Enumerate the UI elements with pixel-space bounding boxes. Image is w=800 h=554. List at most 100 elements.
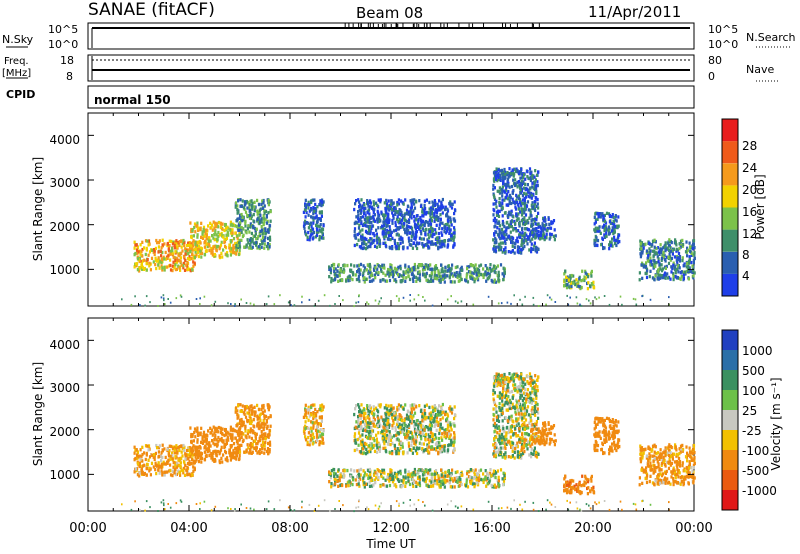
power-cell <box>489 266 492 271</box>
power-cell <box>497 214 501 218</box>
velocity-cell <box>205 442 208 446</box>
power-cell <box>380 268 383 272</box>
power-cell <box>515 239 518 243</box>
power-cell <box>672 277 675 282</box>
velocity-cell <box>215 442 218 446</box>
velocity-cell <box>169 454 172 458</box>
power-cell <box>533 180 536 184</box>
power-cell <box>393 206 396 210</box>
velocity-cell <box>251 409 254 413</box>
power-cell <box>364 206 367 210</box>
power-cell <box>543 223 546 228</box>
power-cell <box>171 248 174 253</box>
power-cell <box>609 240 612 244</box>
velocity-cell <box>221 432 224 436</box>
power-cell <box>528 176 531 181</box>
velocity-cell <box>258 413 261 417</box>
velocity-cell <box>194 455 197 459</box>
velocity-cell <box>255 445 258 450</box>
power-cell <box>519 248 523 252</box>
power-cell <box>675 258 678 262</box>
velocity-cell <box>314 421 317 425</box>
power-cell <box>509 220 512 224</box>
power-cell <box>245 302 248 304</box>
power-cell <box>378 300 381 303</box>
power-cell <box>390 199 393 203</box>
power-cell <box>336 269 339 273</box>
power-cell <box>389 271 392 276</box>
velocity-cell <box>394 475 397 479</box>
power-cell <box>389 268 392 272</box>
power-cell <box>416 277 419 281</box>
power-cell <box>363 203 366 207</box>
velocity-cell <box>238 443 241 448</box>
velocity-cell <box>236 439 239 443</box>
power-cell <box>302 210 305 214</box>
power-cell <box>492 238 495 242</box>
power-cell <box>417 219 420 223</box>
power-cell <box>538 237 542 241</box>
power-cell <box>166 242 169 246</box>
velocity-cell <box>311 442 314 446</box>
power-cell <box>204 239 207 243</box>
velocity-cell <box>206 449 209 453</box>
velocity-cell <box>341 483 344 488</box>
power-cell <box>187 243 191 247</box>
velocity-cell <box>443 481 446 485</box>
power-cell <box>594 220 597 224</box>
power-cell <box>498 242 501 246</box>
power-cell <box>460 277 463 282</box>
power-cell <box>653 278 656 282</box>
power-cell <box>400 236 403 240</box>
power-cell <box>424 232 427 236</box>
power-cell <box>542 224 545 228</box>
velocity-cell <box>316 422 319 426</box>
power-cell <box>405 212 408 216</box>
power-cell <box>418 272 421 276</box>
power-cell <box>536 180 539 184</box>
power-cell <box>510 250 513 254</box>
power-cell <box>592 285 595 289</box>
power-cbar-segment <box>722 229 738 252</box>
velocity-cell <box>415 480 418 484</box>
velocity-cell <box>141 470 144 474</box>
power-cell <box>519 189 522 193</box>
power-cell <box>595 236 598 240</box>
power-cell <box>384 279 387 283</box>
power-cell <box>391 275 395 279</box>
power-cell <box>121 298 123 301</box>
power-cell <box>420 237 423 241</box>
power-cell <box>134 243 137 247</box>
velocity-cell <box>236 423 239 427</box>
power-cell <box>534 185 538 189</box>
velocity-cell <box>171 453 174 458</box>
velocity-cell <box>261 404 264 408</box>
power-cell <box>336 274 339 278</box>
power-cell <box>513 167 516 171</box>
velocity-cell <box>336 474 339 478</box>
noise-left-top: 10^5 <box>48 23 78 36</box>
power-cell <box>653 262 656 266</box>
power-cell <box>230 251 233 255</box>
power-cell <box>141 247 144 252</box>
velocity-cell <box>221 440 225 444</box>
power-cell <box>215 237 218 241</box>
power-cell <box>409 199 412 203</box>
power-cell <box>377 211 380 215</box>
power-cell <box>479 263 483 267</box>
velocity-cell <box>444 470 447 474</box>
power-cell <box>370 272 373 276</box>
power-cell <box>143 246 146 250</box>
velocity-cell <box>234 429 237 433</box>
velocity-cell <box>199 456 202 461</box>
power-cell <box>139 249 142 253</box>
power-cell <box>175 257 179 261</box>
power-cell <box>507 190 510 194</box>
power-cell <box>550 220 553 224</box>
power-cell <box>689 245 692 249</box>
power-cell <box>415 218 418 222</box>
power-cell <box>565 278 568 282</box>
power-cell <box>369 244 372 249</box>
power-cell <box>575 278 578 282</box>
velocity-cell <box>161 443 164 447</box>
